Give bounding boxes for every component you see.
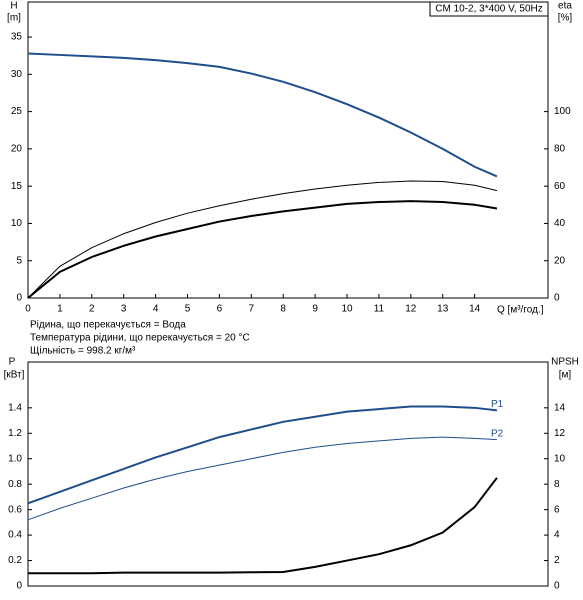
y2-tick-label: 6: [554, 504, 560, 515]
y-tick-label: 10: [11, 218, 23, 229]
y2-tick-label: 80: [554, 144, 566, 155]
y2-tick-label: 2: [554, 555, 560, 566]
y-tick-label: 5: [16, 255, 22, 266]
y2-label: NPSH: [551, 357, 579, 368]
y-tick-label: 30: [11, 69, 23, 80]
y2-tick-label: 0: [554, 293, 560, 304]
y-tick-label: 0.6: [8, 504, 22, 515]
x-tick-label: 0: [25, 304, 31, 315]
x-tick-label: 10: [341, 304, 353, 315]
y-tick-label: 15: [11, 181, 23, 192]
y2-tick-label: 40: [554, 218, 566, 229]
x-tick-label: 8: [280, 304, 286, 315]
x-tick-label: 3: [121, 304, 127, 315]
y2-unit: [м]: [559, 370, 572, 381]
y-label: P: [9, 357, 16, 368]
x-tick-label: 14: [469, 304, 481, 315]
title-box: [429, 1, 549, 17]
y-tick-label: 0.8: [8, 479, 22, 490]
x-tick-label: 7: [249, 304, 255, 315]
series-line: [27, 200, 498, 299]
y-unit: [m]: [7, 13, 21, 24]
x-tick-label: 6: [217, 304, 223, 315]
series-line: [28, 477, 498, 575]
x-tick-label: 11: [374, 304, 385, 315]
y2-tick-label: 60: [554, 181, 566, 192]
x-label: Q [м³/год.]: [497, 305, 544, 316]
y2-label: eta: [558, 1, 572, 12]
y2-tick-label: 100: [554, 106, 571, 117]
y2-tick-label: 8: [554, 479, 560, 490]
y-tick-label: 0.2: [8, 555, 22, 566]
y-tick-label: 1.2: [8, 428, 22, 439]
y2-tick-label: 0: [554, 581, 560, 592]
series-line: [27, 180, 498, 299]
x-tick-label: 1: [57, 304, 63, 315]
y-tick-label: 35: [11, 32, 23, 43]
annotation: Температура рідини, що перекачується = 2…: [30, 333, 250, 344]
y-tick-label: 25: [11, 106, 23, 117]
y-tick-label: 0.4: [8, 530, 22, 541]
y-label: H: [10, 1, 17, 12]
bottom-frame: [27, 361, 549, 587]
annotation: Рідина, що перекачується = Вода: [30, 320, 186, 331]
x-tick-label: 12: [405, 304, 417, 315]
series-label: P2: [491, 428, 504, 439]
y-tick-label: 0: [16, 293, 22, 304]
series-label: P1: [491, 399, 504, 410]
x-tick-label: 4: [153, 304, 159, 315]
x-tick-label: 9: [312, 304, 318, 315]
y-tick-label: 1.0: [8, 453, 22, 464]
y2-tick-label: 10: [554, 453, 566, 464]
y-tick-label: 20: [11, 144, 23, 155]
y2-unit: [%]: [558, 13, 573, 24]
y2-tick-label: 12: [554, 428, 566, 439]
series-line: [27, 436, 497, 521]
x-tick-label: 2: [89, 304, 95, 315]
x-tick-label: 13: [437, 304, 449, 315]
annotation: Щільність = 998.2 кг/м³: [30, 346, 136, 357]
top-frame: [27, 1, 549, 299]
y-tick-label: 1.4: [8, 402, 22, 413]
y2-tick-label: 14: [554, 402, 566, 413]
chart-title: CM 10-2, 3*400 V, 50Hz: [435, 4, 542, 15]
y-tick-label: 0: [16, 581, 22, 592]
y2-tick-label: 20: [554, 255, 566, 266]
series-line: [27, 405, 498, 505]
series-line: [27, 52, 498, 178]
x-tick-label: 5: [185, 304, 191, 315]
y-unit: [кВт]: [4, 370, 25, 381]
y2-tick-label: 4: [554, 530, 560, 541]
